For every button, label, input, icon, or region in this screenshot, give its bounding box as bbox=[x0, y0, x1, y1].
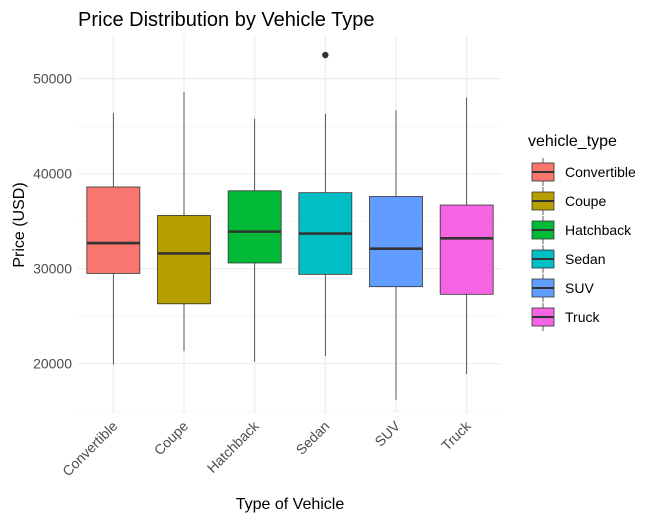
legend-label: Truck bbox=[565, 309, 600, 325]
legend-item-convertible: Convertible bbox=[531, 158, 636, 186]
box-suv bbox=[369, 110, 423, 400]
box-truck bbox=[439, 97, 494, 375]
legend-title: vehicle_type bbox=[528, 133, 617, 150]
x-tick-label: Sedan bbox=[293, 418, 333, 458]
y-axis-title: Price (USD) bbox=[11, 182, 28, 267]
legend-item-coupe: Coupe bbox=[531, 187, 606, 215]
legend: vehicle_type Convertible Coupe Hatchback Se… bbox=[528, 133, 636, 331]
legend-label: Hatchback bbox=[565, 222, 632, 238]
x-tick-label: Hatchback bbox=[204, 417, 263, 476]
x-tick-label: Convertible bbox=[59, 418, 121, 480]
box-hatchback bbox=[227, 118, 282, 362]
x-tick-label: Coupe bbox=[151, 418, 192, 459]
boxes bbox=[86, 51, 494, 400]
chart-title: Price Distribution by Vehicle Type bbox=[78, 9, 374, 31]
box-body bbox=[439, 204, 494, 295]
legend-item-suv: SUV bbox=[531, 274, 594, 302]
box-coupe bbox=[157, 92, 211, 352]
y-axis-ticks: 20000 30000 40000 50000 bbox=[33, 71, 72, 372]
legend-label: Coupe bbox=[565, 193, 606, 209]
box-convertible bbox=[86, 112, 141, 365]
box-body bbox=[369, 196, 423, 288]
legend-item-hatchback: Hatchback bbox=[531, 216, 632, 244]
box-sedan bbox=[298, 51, 353, 357]
x-axis-title: Type of Vehicle bbox=[236, 496, 345, 513]
legend-item-truck: Truck bbox=[531, 303, 600, 331]
y-tick-label: 20000 bbox=[33, 356, 72, 372]
legend-label: Sedan bbox=[565, 251, 605, 267]
x-axis-ticks: Convertible Coupe Hatchback Sedan SUV Truck bbox=[59, 417, 474, 479]
outlier-point bbox=[322, 51, 329, 59]
box-body bbox=[157, 215, 211, 305]
y-tick-label: 50000 bbox=[33, 71, 72, 87]
legend-label: Convertible bbox=[565, 164, 636, 180]
legend-label: SUV bbox=[565, 280, 594, 296]
box-body bbox=[227, 190, 282, 264]
x-tick-label: SUV bbox=[371, 417, 403, 449]
grid bbox=[78, 36, 502, 413]
box-body bbox=[86, 186, 141, 274]
x-tick-label: Truck bbox=[438, 417, 474, 453]
y-tick-label: 30000 bbox=[33, 261, 72, 277]
y-tick-label: 40000 bbox=[33, 166, 72, 182]
legend-item-sedan: Sedan bbox=[531, 245, 605, 273]
